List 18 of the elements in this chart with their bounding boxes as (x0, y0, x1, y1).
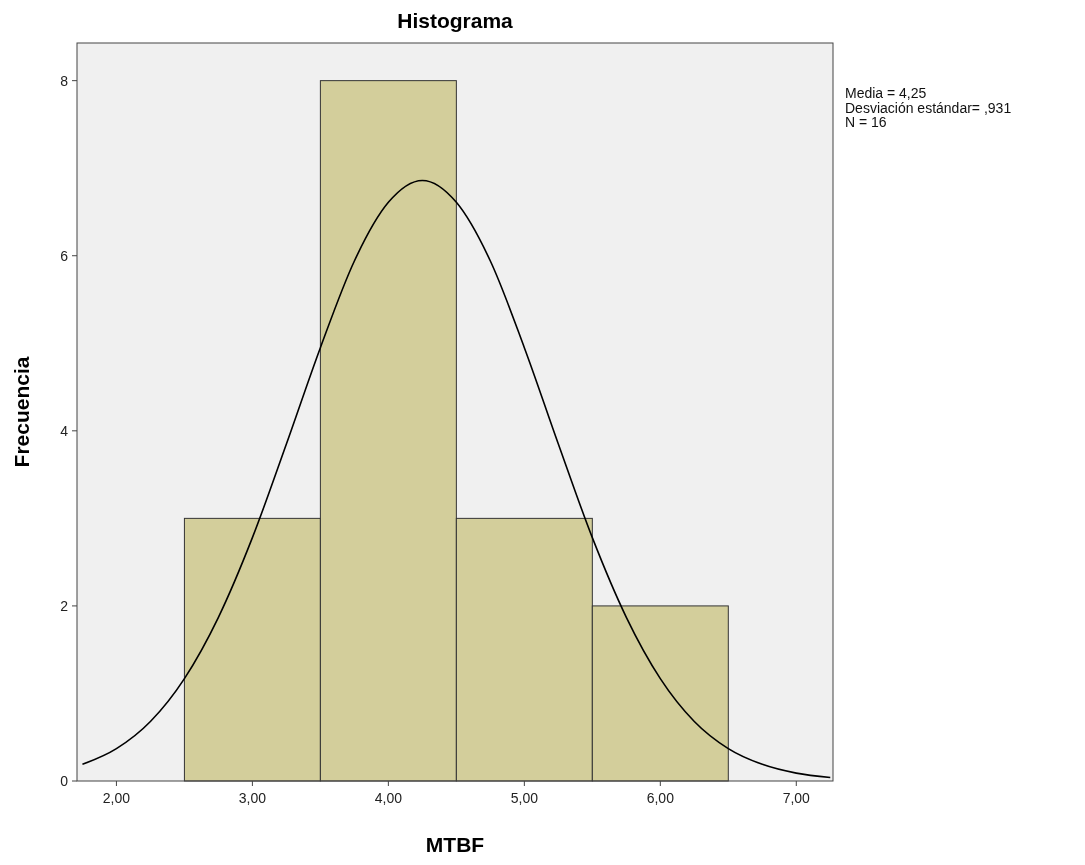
text: Desviación estándar= ,931 (845, 99, 1012, 116)
text: Media = 4,25 (845, 85, 927, 101)
y-tick-label: 0 (60, 772, 69, 789)
y-tick-label: 6 (60, 247, 69, 264)
y-axis-title: Frecuencia (10, 356, 33, 468)
x-tick-label: 3,00 (238, 790, 267, 806)
x-tick-label: 7,00 (782, 790, 811, 806)
chart-title: Histograma (397, 9, 514, 32)
y-tick-label: 4 (60, 422, 69, 439)
y-tick-label: 8 (60, 72, 69, 89)
text: N = 16 (845, 114, 887, 130)
x-tick-label: 4,00 (374, 790, 403, 806)
line-series (81, 179, 832, 779)
x-axis-title: MTBF (425, 833, 485, 856)
x-tick-label: 5,00 (510, 790, 539, 806)
x-tick-label: 2,00 (102, 790, 131, 806)
x-tick-label: 6,00 (646, 790, 675, 806)
y-tick-label: 2 (60, 597, 69, 614)
